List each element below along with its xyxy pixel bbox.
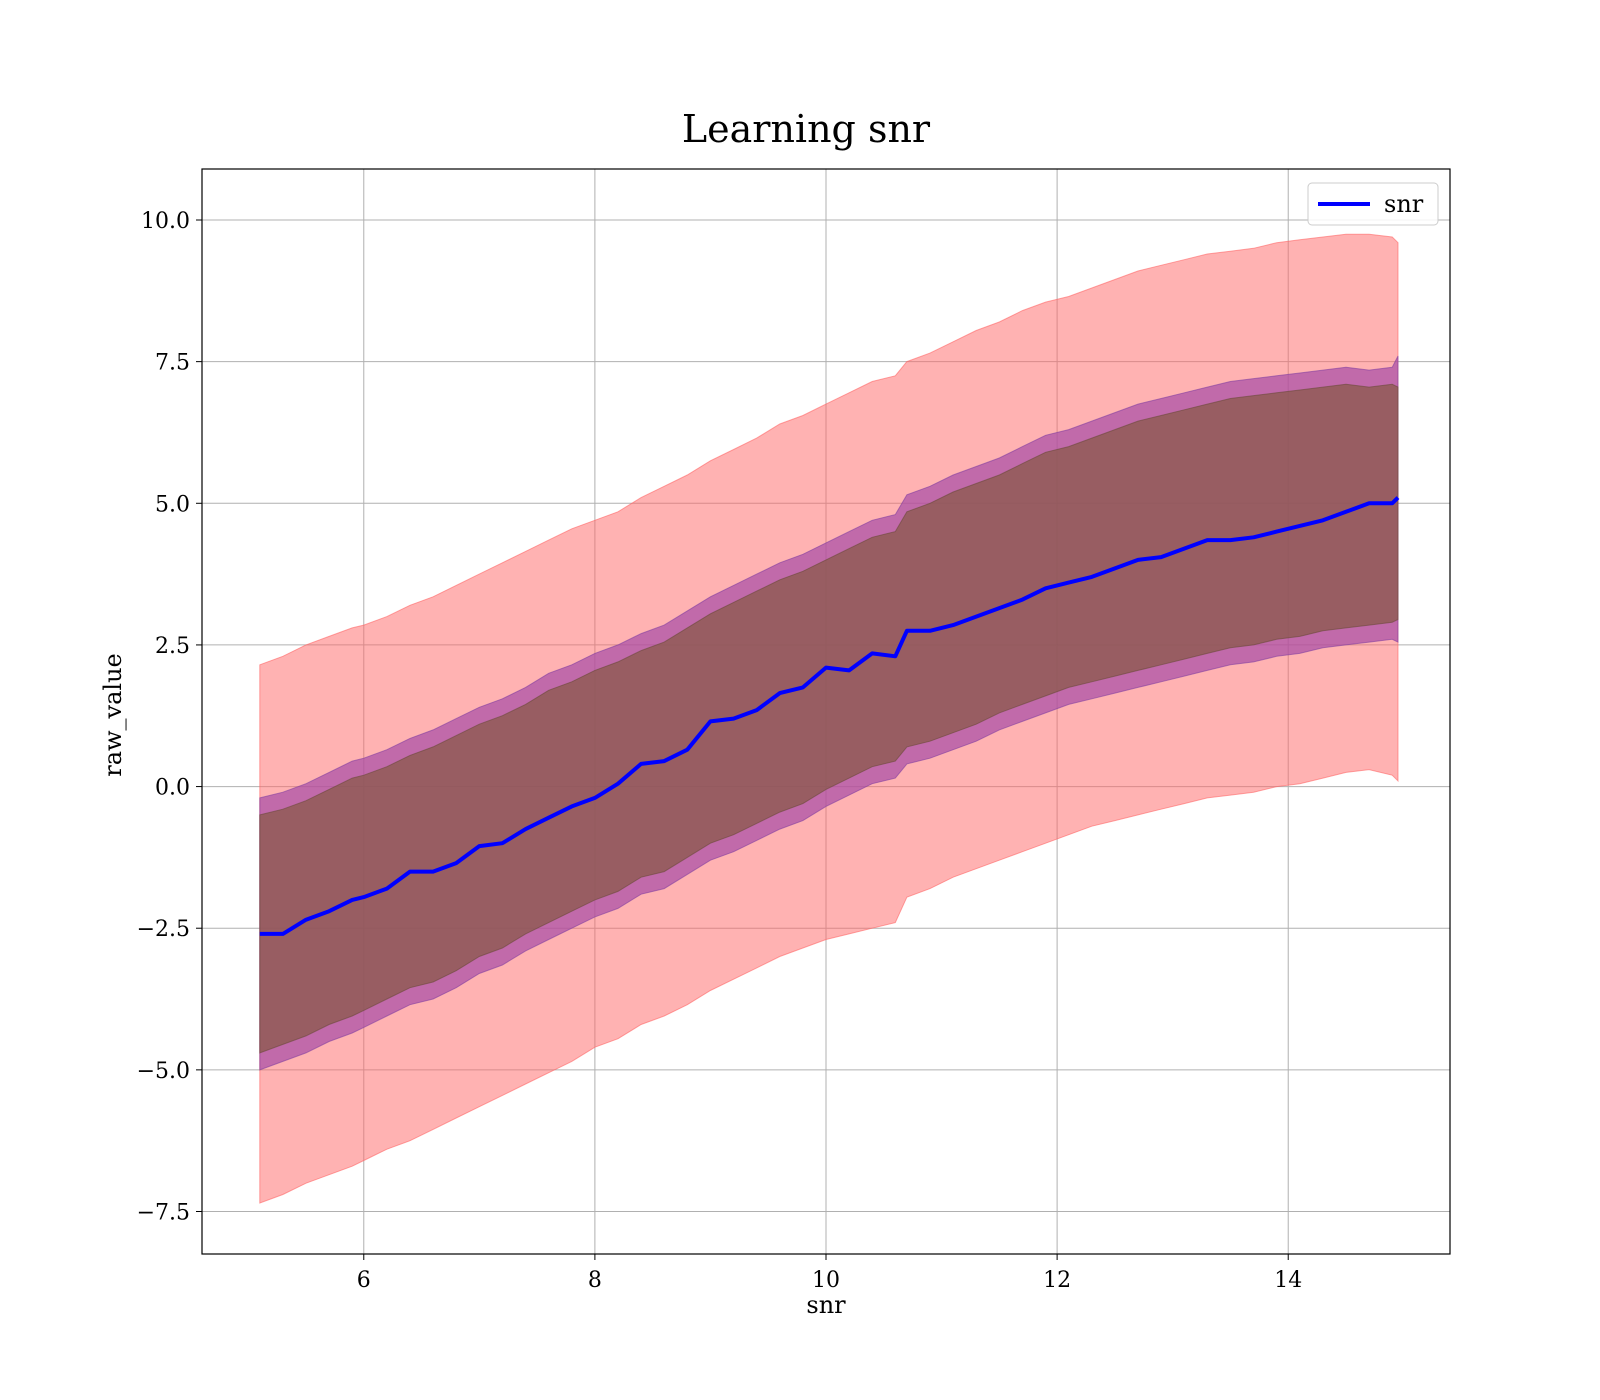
y-tick-label: 10.0 [141, 209, 190, 234]
y-tick-label: 0.0 [155, 776, 190, 801]
legend-label-snr: snr [1384, 190, 1424, 218]
x-tick-label: 12 [1043, 1268, 1071, 1293]
snr-series-line [259, 496, 1400, 936]
y-tick-label: 2.5 [155, 634, 190, 659]
x-tick-label: 8 [588, 1268, 602, 1293]
y-tick-label: −7.5 [137, 1201, 190, 1226]
y-tick-label: 7.5 [155, 351, 190, 376]
y-tick-label: −5.0 [137, 1059, 190, 1084]
y-tick-label: 5.0 [155, 492, 190, 517]
x-tick-label: 10 [812, 1268, 840, 1293]
x-tick-label: 14 [1274, 1268, 1302, 1293]
y-tick-label: −2.5 [137, 917, 190, 942]
y-axis-label: raw_value [99, 653, 127, 777]
inner-band-area [259, 383, 1399, 1054]
x-tick-label: 6 [357, 1268, 371, 1293]
legend-box [1307, 182, 1439, 226]
plot-area: 6 8 10 12 14 −7.5 −5.0 −2.5 0.0 2.5 5.0 7.5 10.0 snr [137, 168, 1451, 1293]
chart-title: Learning snr [682, 107, 931, 151]
x-axis-label: snr [806, 1291, 846, 1319]
